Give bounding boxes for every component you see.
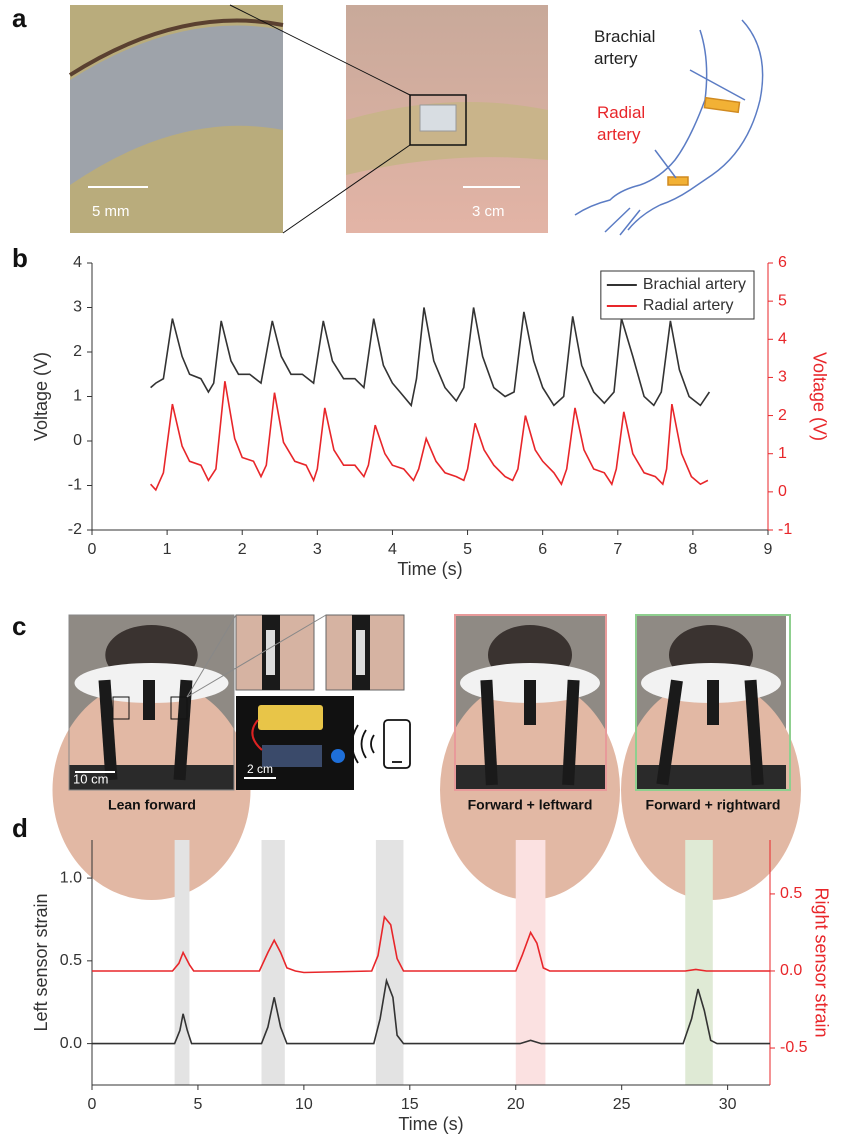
legend-label: Radial artery <box>643 297 734 314</box>
panel-label: d <box>12 813 28 843</box>
x-tick-label: 1 <box>163 541 172 558</box>
y-tick-label: 3 <box>73 299 82 316</box>
highlight-band <box>685 840 713 1085</box>
data-line <box>92 981 770 1044</box>
y2-tick-label: 6 <box>778 254 787 271</box>
x-tick-label: 5 <box>463 541 472 558</box>
scale-bar-label: 5 mm <box>92 203 130 220</box>
y-tick-label: 0.5 <box>60 952 82 969</box>
y2-tick-label: 2 <box>778 407 787 424</box>
artery-label: Radial artery <box>597 102 677 146</box>
panel-label: c <box>12 611 26 641</box>
y2-tick-label: 4 <box>778 331 787 348</box>
y-tick-label: 1.0 <box>60 869 82 886</box>
y-tick-label: -1 <box>68 477 82 494</box>
photo-sensor-closeup: 5 mm <box>70 5 283 233</box>
photo-caption: Forward + leftward <box>468 797 593 813</box>
x-tick-label: 25 <box>613 1096 631 1113</box>
x-tick-label: 4 <box>388 541 397 558</box>
y2-tick-label: 1 <box>778 445 787 462</box>
data-line <box>151 381 708 490</box>
panel-label: b <box>12 243 28 273</box>
highlight-band <box>516 840 546 1085</box>
y-tick-label: 0 <box>73 432 82 449</box>
phone-icon <box>352 720 410 768</box>
x-axis-title: Time (s) <box>398 1114 463 1134</box>
x-tick-label: 0 <box>88 1096 97 1113</box>
legend-label: Brachial artery <box>643 276 746 293</box>
scale-bar-label: 10 cm <box>73 771 108 786</box>
y2-axis-title: Voltage (V) <box>809 352 829 441</box>
artery-label: Brachial artery <box>594 26 674 70</box>
y2-tick-label: 5 <box>778 292 787 309</box>
x-tick-label: 20 <box>507 1096 525 1113</box>
y-tick-label: -2 <box>68 521 82 538</box>
scale-bar-label: 2 cm <box>247 762 273 776</box>
x-tick-label: 8 <box>688 541 697 558</box>
photo-back-upright: 10 cm <box>53 615 251 900</box>
x-tick-label: 7 <box>613 541 622 558</box>
data-line <box>92 917 770 973</box>
x-tick-label: 6 <box>538 541 547 558</box>
y2-tick-label: 0 <box>778 483 787 500</box>
y-axis-title: Voltage (V) <box>31 352 51 441</box>
y-tick-label: 1 <box>73 388 82 405</box>
figure: a b c d 5 mm 3 cm 10 cm <box>0 0 842 1136</box>
y-tick-label: 2 <box>73 343 82 360</box>
highlight-band <box>262 840 285 1085</box>
photo-caption: Lean forward <box>108 797 196 813</box>
x-tick-label: 10 <box>295 1096 313 1113</box>
x-tick-label: 30 <box>719 1096 737 1113</box>
y2-tick-label: 3 <box>778 369 787 386</box>
y2-tick-label: 0.5 <box>780 885 802 902</box>
panel-label: a <box>12 3 27 33</box>
x-tick-label: 9 <box>764 541 773 558</box>
photo-caption: Forward + rightward <box>646 797 781 813</box>
x-tick-label: 5 <box>193 1096 202 1113</box>
y2-axis-title: Right sensor strain <box>811 887 831 1037</box>
x-tick-label: 15 <box>401 1096 419 1113</box>
x-tick-label: 3 <box>313 541 322 558</box>
figure-canvas: a b c d 5 mm 3 cm 10 cm <box>0 0 842 1136</box>
y2-tick-label: 0.0 <box>780 962 802 979</box>
data-line <box>151 308 710 406</box>
y2-tick-label: -0.5 <box>780 1039 808 1056</box>
photo-electronics: 2 cm <box>236 696 354 790</box>
y2-tick-label: -1 <box>778 521 792 538</box>
y-tick-label: 4 <box>73 254 82 271</box>
photo-wrist: 3 cm <box>346 5 548 233</box>
scale-bar-label: 3 cm <box>472 203 505 220</box>
x-tick-label: 0 <box>88 541 97 558</box>
y-tick-label: 0.0 <box>60 1035 82 1052</box>
x-tick-label: 2 <box>238 541 247 558</box>
x-axis-title: Time (s) <box>397 559 462 579</box>
y-axis-title: Left sensor strain <box>31 893 51 1031</box>
highlight-band <box>175 840 190 1085</box>
